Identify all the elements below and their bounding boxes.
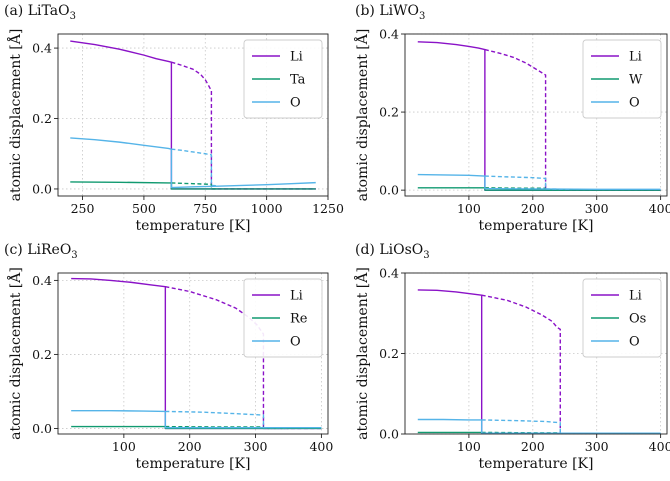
series-re-dashed: [165, 425, 289, 430]
legend-label-li: Li: [290, 289, 303, 304]
series-o-solid: [70, 137, 316, 189]
x-tick-label: 400: [649, 439, 670, 454]
x-axis-label: temperature [K]: [136, 218, 251, 234]
y-tick-label: 0.4: [379, 266, 399, 281]
legend-label-o: O: [290, 96, 301, 111]
series-ta-solid: [70, 181, 316, 190]
y-tick-label: 0.0: [32, 181, 52, 196]
plot-area: [71, 277, 322, 430]
x-tick-label: 250: [71, 201, 95, 216]
x-tick-label: 300: [244, 439, 268, 454]
y-tick-label: 0.2: [379, 105, 399, 120]
series-o-solid: [71, 409, 322, 429]
x-tick-label: 200: [521, 201, 545, 216]
panel-title-main: (b) LiWO: [355, 3, 419, 19]
legend-label-os: Os: [629, 312, 646, 327]
legend-label-o: O: [290, 335, 301, 350]
x-axis-label: temperature [K]: [136, 456, 251, 472]
plot-area: [70, 40, 316, 190]
legend-label-li: Li: [629, 289, 642, 304]
legend-box: [582, 39, 662, 119]
y-tick-label: 0.4: [32, 41, 52, 56]
y-tick-label: 0.2: [32, 111, 52, 126]
legend-label-o: O: [629, 335, 640, 350]
x-tick-label: 1250: [312, 201, 344, 216]
series-w-dashed: [484, 187, 565, 191]
series-o-solid: [417, 418, 661, 434]
legend-box: [243, 278, 323, 358]
x-tick-label: 400: [309, 439, 333, 454]
panel-title-subscript: 3: [419, 11, 425, 22]
y-tick-label: 0.2: [379, 346, 399, 361]
x-axis-label: temperature [K]: [479, 218, 594, 234]
legend-label-w: W: [629, 73, 643, 88]
legend-label-o: O: [629, 96, 640, 111]
series-o-dashed: [165, 410, 289, 429]
y-axis-label: atomic displacement [Å]: [353, 267, 371, 440]
x-tick-label: 100: [457, 201, 481, 216]
series-li-dashed: [171, 61, 316, 190]
panel-title: (c) LiReO3: [4, 242, 78, 261]
series-w-solid: [417, 187, 661, 191]
x-tick-label: 200: [521, 439, 545, 454]
x-tick-label: 1000: [251, 201, 283, 216]
plot-area: [417, 289, 661, 434]
panel-title-subscript: 3: [423, 250, 429, 261]
y-axis-label: atomic displacement [Å]: [353, 29, 371, 202]
x-tick-label: 750: [193, 201, 217, 216]
y-tick-label: 0.0: [379, 183, 399, 198]
x-tick-label: 100: [457, 439, 481, 454]
panel-c: 100 200 300 400 0.0 0.2 0.4 temperature [K] atom…: [4, 242, 333, 472]
legend-box: [243, 39, 323, 119]
y-tick-label: 0.4: [32, 273, 52, 288]
legend-label-ta: Ta: [290, 73, 306, 88]
axes-frame: [57, 272, 329, 435]
panel-b: 100 200 300 400 0.0 0.2 0.4 temperature [K] atom…: [353, 3, 670, 234]
panel-title-main: (a) LiTaO: [4, 3, 70, 19]
panel-title-main: (d) LiOsO: [355, 242, 423, 258]
x-tick-label: 200: [178, 439, 202, 454]
series-o-dashed: [171, 148, 218, 187]
series-li-dashed: [481, 294, 661, 434]
axes-frame: [404, 33, 668, 197]
series-ta-dashed: [171, 182, 218, 190]
series-o-solid: [417, 173, 661, 191]
y-axis-label: atomic displacement [Å]: [6, 267, 24, 440]
x-tick-label: 400: [649, 201, 670, 216]
panel-a: 250 500 750 1000 1250 0.0 0.2 0.4 temperature [K…: [4, 3, 344, 234]
axes-frame: [57, 33, 329, 197]
panel-title-subscript: 3: [71, 250, 77, 261]
panel-title: (d) LiOsO3: [355, 242, 430, 261]
y-tick-label: 0.4: [379, 27, 399, 42]
y-tick-label: 0.0: [379, 427, 399, 442]
panel-d: 100 200 300 400 0.0 0.2 0.4 temperature [K] atom…: [353, 242, 670, 472]
panel-title: (a) LiTaO3: [4, 3, 76, 22]
x-tick-label: 100: [112, 439, 136, 454]
series-o-dashed: [481, 419, 597, 434]
series-o-dashed: [484, 175, 572, 191]
panel-title-main: (c) LiReO: [4, 242, 71, 258]
y-tick-label: 0.2: [32, 347, 52, 362]
legend-label-li: Li: [629, 50, 642, 65]
legend-label-li: Li: [290, 50, 303, 65]
plot-area: [417, 41, 661, 191]
legend-box: [582, 278, 662, 358]
panel-title: (b) LiWO3: [355, 3, 425, 22]
legend-label-re: Re: [290, 312, 308, 327]
x-tick-label: 500: [132, 201, 156, 216]
x-axis-label: temperature [K]: [479, 456, 594, 472]
panel-title-subscript: 3: [70, 11, 76, 22]
x-tick-label: 300: [585, 201, 609, 216]
y-tick-label: 0.0: [32, 421, 52, 436]
y-axis-label: atomic displacement [Å]: [6, 29, 24, 202]
x-tick-label: 300: [585, 439, 609, 454]
